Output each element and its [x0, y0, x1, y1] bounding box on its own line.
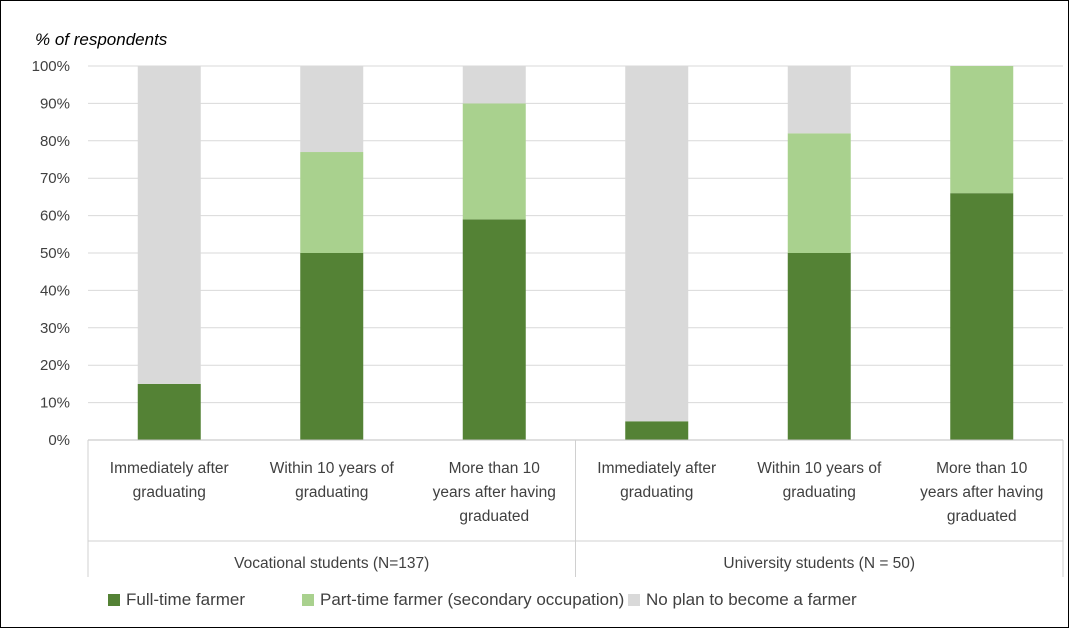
bar-segment	[137, 383, 201, 440]
bar-segment	[950, 193, 1014, 440]
y-tick-labels: 0% 10% 20% 30% 40% 50% 60% 70% 80% 90% 100%	[32, 58, 70, 449]
bar-segment	[625, 421, 689, 440]
y-tick-label: 30%	[40, 320, 70, 337]
y-tick-label: 40%	[40, 282, 70, 299]
y-tick-label: 20%	[40, 357, 70, 374]
bars	[137, 66, 1014, 440]
bar-segment	[300, 152, 364, 253]
legend-swatch	[302, 594, 314, 606]
bar-segment	[300, 66, 364, 153]
legend: Full-time farmer Part-time farmer (second…	[108, 590, 857, 609]
x-axis: Immediately after graduating Within 10 yea…	[87, 439, 1064, 577]
category-label: Immediately after graduating	[597, 460, 716, 501]
y-tick-label: 0%	[48, 432, 70, 449]
legend-label: Part-time farmer (secondary occupation)	[320, 590, 624, 609]
legend-label: Full-time farmer	[126, 590, 245, 609]
bar-segment	[300, 253, 364, 440]
legend-swatch	[108, 594, 120, 606]
y-tick-label: 50%	[40, 245, 70, 262]
legend-swatch	[628, 594, 640, 606]
legend-label: No plan to become a farmer	[646, 590, 857, 609]
y-tick-label: 10%	[40, 395, 70, 412]
bar-segment	[787, 253, 851, 440]
category-label: More than 10 years after having graduated	[920, 460, 1043, 525]
category-label: Within 10 years of graduating	[270, 460, 395, 501]
bar-segment	[137, 66, 201, 384]
bar-segment	[462, 103, 526, 220]
bar-segment	[950, 66, 1014, 194]
y-tick-label: 80%	[40, 133, 70, 150]
group-label: University students (N = 50)	[723, 555, 915, 572]
category-label: More than 10 years after having graduated	[433, 460, 556, 525]
y-axis-title: % of respondents	[35, 30, 168, 49]
category-label: Immediately after graduating	[110, 460, 229, 501]
category-label: Within 10 years of graduating	[757, 460, 882, 501]
bar-segment	[625, 66, 689, 422]
bar-segment	[462, 66, 526, 104]
y-tick-label: 100%	[32, 58, 70, 75]
y-tick-label: 90%	[40, 95, 70, 112]
group-label: Vocational students (N=137)	[234, 555, 429, 572]
bar-segment	[787, 66, 851, 134]
y-tick-label: 60%	[40, 208, 70, 225]
bar-segment	[462, 219, 526, 440]
bar-segment	[787, 133, 851, 253]
y-tick-label: 70%	[40, 170, 70, 187]
gridlines	[88, 65, 1063, 441]
